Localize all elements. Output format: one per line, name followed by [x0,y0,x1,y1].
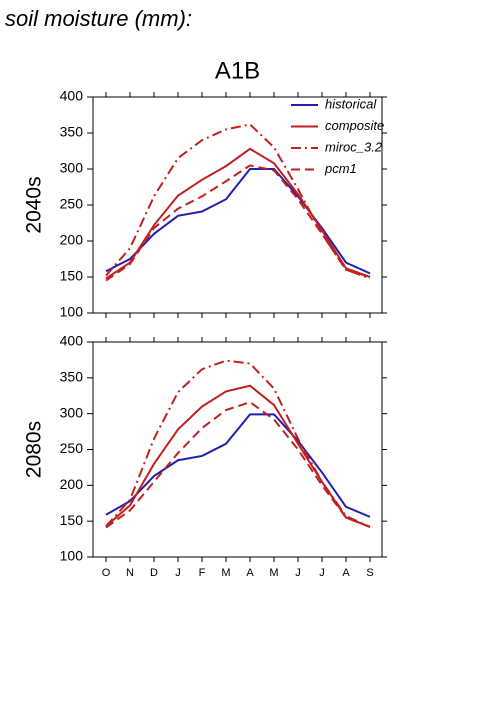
y-tick-label: 300 [60,160,84,176]
series-line [105,413,371,518]
y-tick-label: 350 [60,124,84,140]
y-tick-label: 100 [60,304,84,320]
legend-label: pcm1 [324,161,357,176]
x-tick-label: J [295,567,301,579]
legend-label: historical [325,96,377,111]
x-tick-label: S [366,567,373,579]
y-tick-label: 100 [60,548,84,564]
series-line [105,123,371,280]
y-tick-label: 350 [60,369,84,385]
y-axis-label: 2040s [23,176,46,233]
page-title: soil moisture (mm): [5,6,192,31]
panel-title: A1B [215,57,260,84]
y-tick-label: 150 [60,268,84,284]
legend-label: composite [325,118,384,133]
x-tick-label: N [126,567,134,579]
x-tick-label: A [342,567,350,579]
legend-label: miroc_3.2 [325,139,383,154]
x-tick-label: M [221,567,230,579]
series-line [105,359,371,528]
y-tick-label: 200 [60,232,84,248]
x-tick-label: J [319,567,325,579]
series-line [105,401,371,529]
series-line [105,168,371,275]
x-tick-label: J [175,567,181,579]
y-tick-label: 150 [60,512,84,528]
series-line [105,384,371,528]
y-tick-label: 250 [60,440,84,456]
y-tick-label: 300 [60,404,84,420]
x-tick-label: D [150,567,158,579]
y-tick-label: 250 [60,196,84,212]
series-line [105,164,371,282]
y-tick-label: 400 [60,333,84,349]
y-axis-label: 2080s [23,421,46,478]
x-tick-label: A [246,567,254,579]
series-line [105,147,371,280]
x-tick-label: O [102,567,111,579]
plot-frame [92,341,383,558]
x-tick-label: M [269,567,278,579]
y-tick-label: 200 [60,476,84,492]
y-tick-label: 400 [60,88,84,104]
x-tick-label: F [199,567,206,579]
